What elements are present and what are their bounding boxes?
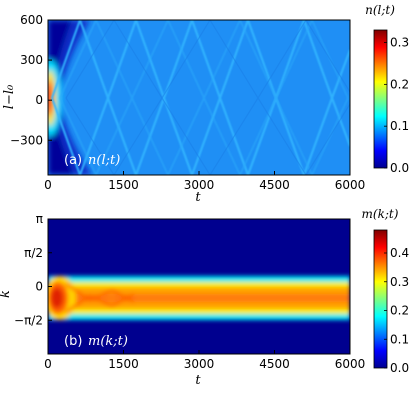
x-tick-label-a: 0 (44, 178, 52, 192)
y-tick-label-b: 0 (35, 280, 43, 294)
y-tick-label-a: 0 (35, 93, 43, 107)
colorbar-a (373, 29, 388, 169)
colorbar-b (373, 229, 388, 369)
colorbar-tick-label-b: 0.1 (390, 332, 409, 346)
x-tick-label-b: 0 (44, 357, 52, 371)
panel-label-b: (b) (64, 334, 82, 349)
colorbar-ticks-a: 0.3 0.2 0.1 0.0 (384, 36, 409, 175)
y-tick-label-a: 600 (20, 13, 43, 27)
heatmap-b (48, 219, 350, 354)
y-tick-label-b: π (36, 212, 43, 226)
x-axis-label-a: t (195, 190, 201, 205)
x-tick-label-a: 6000 (335, 178, 366, 192)
y-axis-label-a: l−l₀ (2, 84, 17, 109)
colorbar-tick-label-b: 0.3 (390, 275, 409, 289)
x-tick-label-a: 1500 (108, 178, 139, 192)
y-tick-label-a: 300 (20, 53, 43, 67)
colorbar-tick-label-a: 0.0 (390, 161, 409, 175)
y-tick-label-a: −300 (10, 133, 43, 147)
colorbar-tick-label-a: 0.1 (390, 119, 409, 133)
colorbar-title-b: m(k;t) (362, 207, 399, 221)
x-tick-label-b: 3000 (184, 357, 215, 371)
x-tick-label-b: 4500 (259, 357, 290, 371)
colorbar-title-a: n(l;t) (365, 3, 395, 17)
x-tick-label-a: 4500 (259, 178, 290, 192)
colorbar-ticks-b: 0.4 0.3 0.2 0.1 0.0 (384, 246, 409, 375)
x-tick-label-b: 1500 (108, 357, 139, 371)
x-axis-label-b: t (195, 373, 201, 388)
x-tick-label-a: 3000 (184, 178, 215, 192)
colorbar-tick-label-b: 0.0 (390, 361, 409, 375)
axes-b: 0 1500 3000 4500 6000 π π/2 0 −π/2 (14, 212, 365, 371)
panel-label-a: (a) (64, 153, 82, 168)
colorbar-tick-label-a: 0.3 (390, 36, 409, 50)
panel-quantity-a: n(l;t) (88, 153, 120, 168)
x-tick-label-b: 6000 (335, 357, 366, 371)
colorbar-tick-label-a: 0.2 (390, 77, 409, 91)
panel-quantity-b: m(k;t) (88, 334, 128, 349)
y-tick-label-b: π/2 (24, 246, 43, 260)
colorbar-tick-label-b: 0.4 (390, 246, 409, 260)
colorbar-tick-label-b: 0.2 (390, 304, 409, 318)
y-axis-label-b: k (0, 290, 13, 298)
y-tick-label-b: −π/2 (14, 313, 43, 327)
heatmap-a (48, 20, 350, 175)
